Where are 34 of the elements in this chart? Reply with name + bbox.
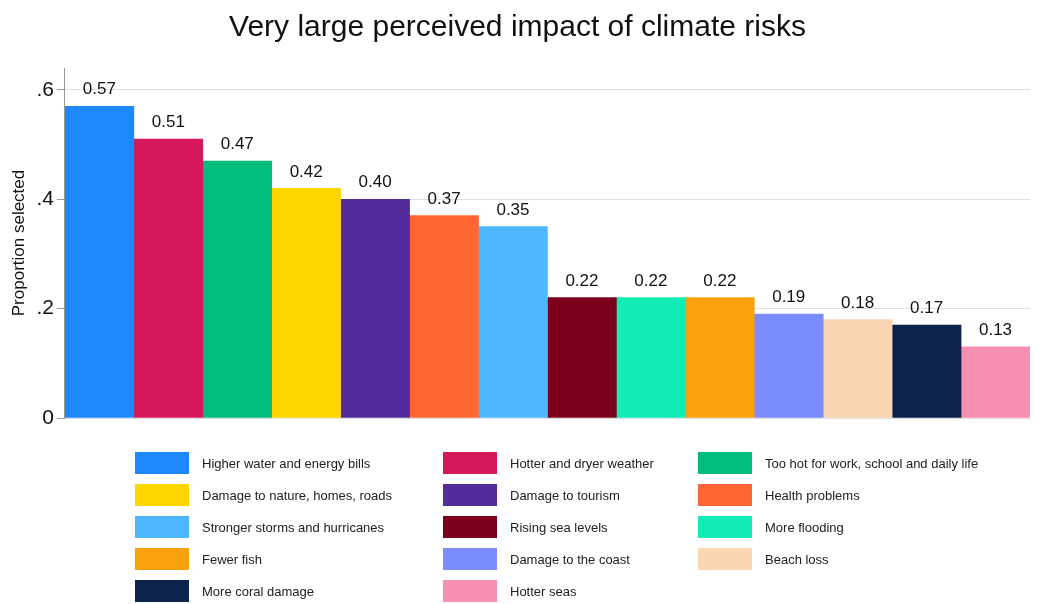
legend-label: Hotter and dryer weather	[510, 455, 654, 471]
y-tick-label: .4	[36, 186, 55, 210]
data-label: 0.22	[703, 270, 737, 290]
legend-label: Stronger storms and hurricanes	[202, 519, 385, 535]
legend-label: Beach loss	[765, 551, 829, 567]
data-label: 0.22	[565, 270, 599, 290]
data-label: 0.42	[289, 161, 323, 181]
y-tick-label: .2	[36, 295, 54, 319]
data-label: 0.57	[82, 79, 116, 99]
y-tick-label: .6	[36, 76, 54, 100]
data-label: 0.47	[220, 134, 254, 154]
legend-label: Fewer fish	[202, 551, 262, 567]
chart-title: Very large perceived impact of climate risks	[229, 9, 806, 43]
data-label: 0.22	[634, 270, 668, 290]
data-label: 0.17	[910, 298, 944, 318]
data-label: 0.37	[427, 188, 461, 208]
legend-label: Damage to nature, homes, roads	[202, 487, 393, 503]
legend-label: More coral damage	[202, 583, 314, 599]
data-label: 0.13	[978, 320, 1013, 340]
data-label: 0.51	[151, 112, 185, 132]
y-tick-label: 0	[42, 404, 54, 428]
legend-label: Health problems	[765, 487, 860, 503]
legend-label: More flooding	[765, 519, 844, 535]
legend-label: Damage to tourism	[510, 487, 620, 503]
legend-label: Rising sea levels	[510, 519, 608, 535]
y-axis-title: Proportion selected	[8, 169, 28, 317]
legend-label: Higher water and energy bills	[202, 455, 371, 471]
data-label: 0.40	[358, 172, 392, 192]
legend-label: Too hot for work, school and daily life	[765, 455, 979, 471]
data-label: 0.35	[496, 199, 530, 219]
data-label: 0.19	[772, 287, 806, 307]
legend-label: Hotter seas	[510, 583, 577, 599]
legend-label: Damage to the coast	[510, 551, 630, 567]
data-label: 0.18	[841, 292, 875, 312]
